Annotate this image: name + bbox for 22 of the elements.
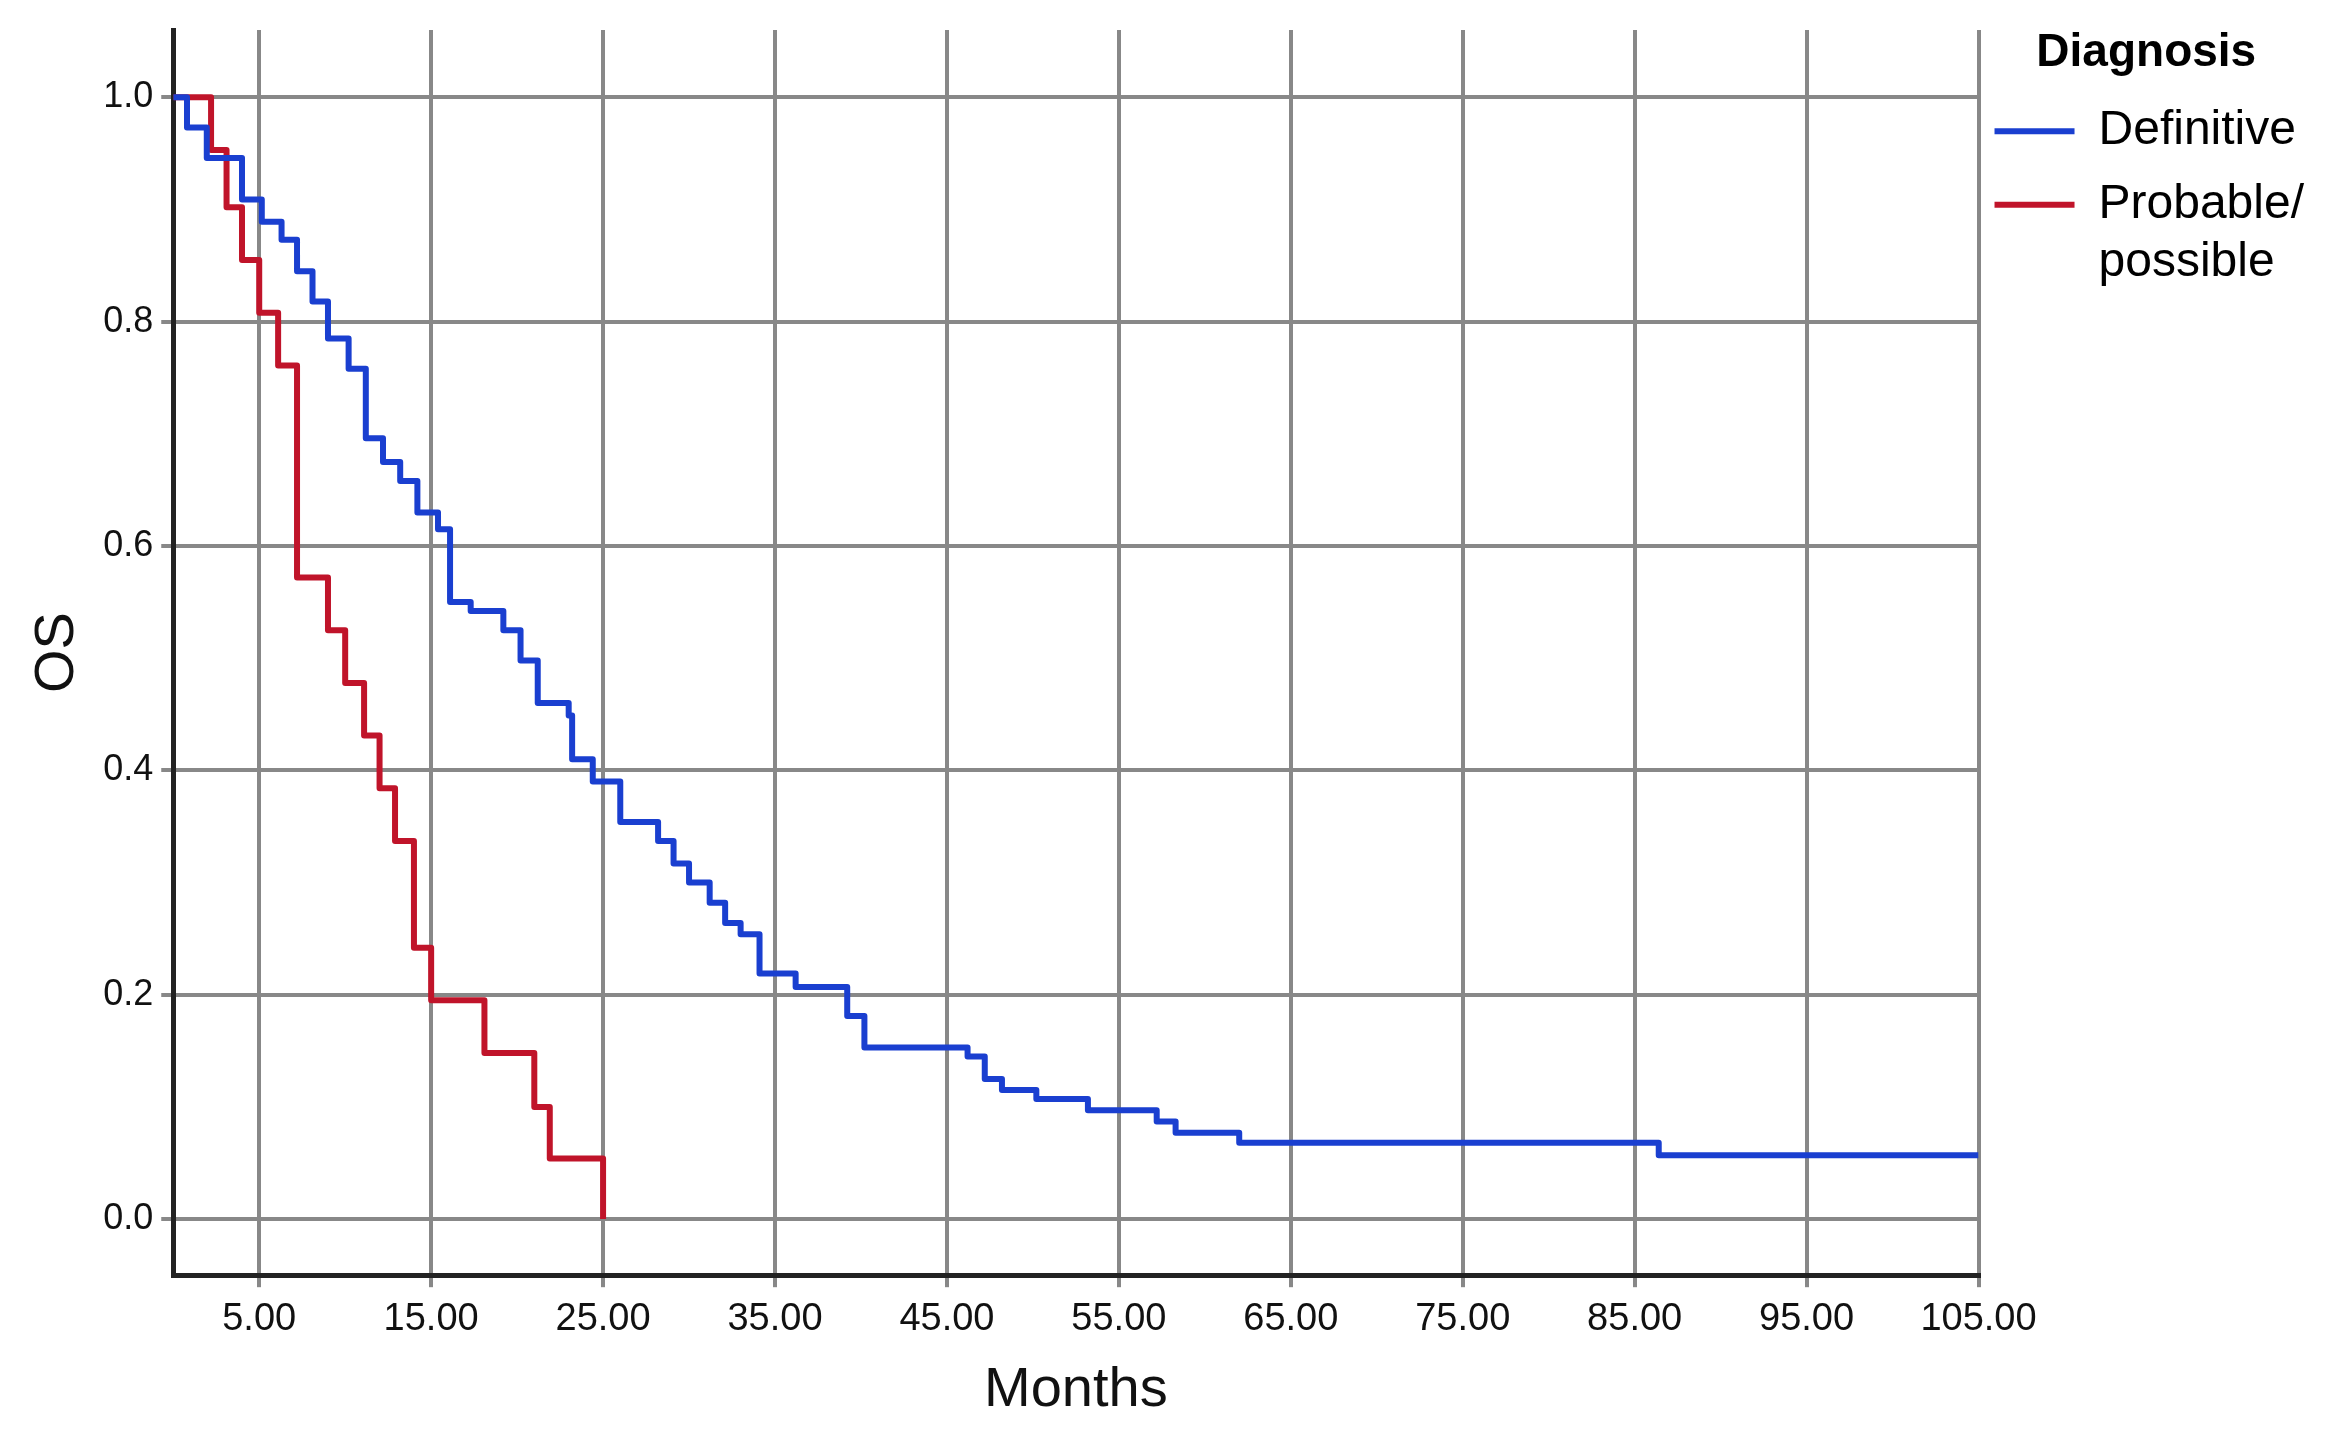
x-tick-label: 65.00 [1243, 1296, 1339, 1339]
x-tick-label: 45.00 [899, 1296, 995, 1339]
x-tick-label: 35.00 [727, 1296, 823, 1339]
x-tick-label: 95.00 [1759, 1296, 1855, 1339]
x-tick-label: 75.00 [1415, 1296, 1511, 1339]
y-tick-label: 0.0 [103, 1196, 154, 1238]
y-tick-label: 0.8 [103, 298, 154, 340]
y-tick-label: 0.6 [103, 522, 154, 564]
y-tick-label: 1.0 [103, 74, 154, 116]
x-tick-label: 25.00 [555, 1296, 651, 1339]
x-tick-label: 85.00 [1587, 1296, 1683, 1339]
x-axis-title: Months [984, 1354, 1168, 1418]
y-tick-label: 0.2 [103, 971, 154, 1013]
x-tick-label: 55.00 [1071, 1296, 1167, 1339]
y-axis-title: OS [22, 612, 86, 694]
legend-label: Definitive [2098, 101, 2296, 155]
y-tick-label: 0.4 [103, 747, 154, 789]
x-tick-label: 5.00 [222, 1296, 297, 1339]
x-tick-label: 15.00 [383, 1296, 479, 1339]
legend-label: Probable/ possible [2098, 175, 2305, 286]
x-tick-label: 105.00 [1920, 1296, 2037, 1339]
legend-title: Diagnosis [2036, 23, 2257, 76]
